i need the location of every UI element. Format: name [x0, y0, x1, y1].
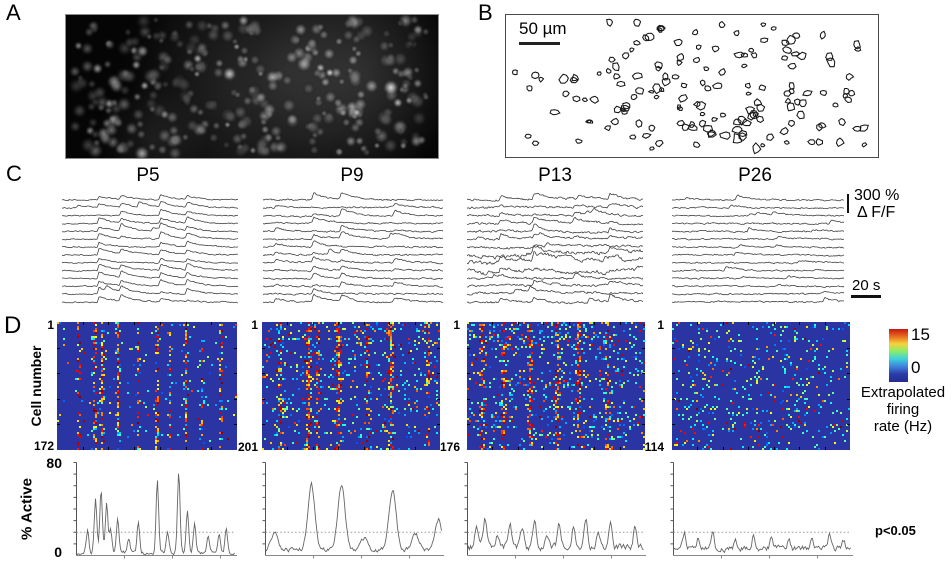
cell-outlines-canvas	[506, 15, 878, 157]
percent-active-max: 80	[46, 455, 62, 471]
calcium-traces-p13	[467, 192, 643, 308]
significance-label: p<0.05	[875, 523, 916, 538]
age-header-p9: P9	[340, 165, 364, 186]
first-cell-p5: 1	[47, 318, 54, 332]
colorbar-title-line2: firing	[886, 401, 920, 418]
first-cell-p26: 1	[657, 318, 664, 332]
panel-d-label: D	[4, 312, 22, 339]
amplitude-scale-value: 300 %	[854, 187, 900, 204]
amplitude-scale-unit: Δ F/F	[857, 204, 896, 221]
percent-active-axis-label: % Active	[18, 478, 36, 540]
cell-outline-map: 50 µm	[505, 14, 879, 158]
percent-active-plot-p9	[259, 458, 445, 560]
fluorescence-image	[65, 14, 439, 159]
panel-c-label: C	[6, 161, 22, 186]
scale-bar-line	[519, 42, 560, 45]
calcium-traces-p26	[672, 192, 844, 308]
age-header-p13: P13	[538, 165, 572, 186]
last-cell-p26: 114	[644, 440, 664, 454]
colorbar-title-line3: rate (Hz)	[873, 418, 933, 435]
firing-raster-p5	[57, 322, 237, 450]
time-scale-label: 20 s	[852, 277, 881, 294]
last-cell-p13: 176	[439, 440, 460, 454]
amplitude-scale-bar	[847, 194, 849, 213]
firing-raster-p13	[467, 322, 645, 450]
calcium-traces-p5	[62, 192, 238, 308]
colorbar-max-label: 15	[911, 325, 930, 344]
panel-a-label: A	[6, 0, 21, 25]
last-cell-p5: 172	[33, 439, 54, 453]
firing-raster-p26	[672, 322, 850, 450]
percent-active-plot-p5	[70, 458, 238, 560]
panel-b-label: B	[478, 0, 493, 25]
scale-bar-label: 50 µm	[519, 19, 567, 38]
firing-raster-p9	[262, 322, 440, 450]
percent-active-plot-p26	[667, 458, 854, 560]
percent-active-plot-p13	[461, 458, 647, 560]
colorbar-title-line1: Extrapolated	[860, 384, 946, 401]
calcium-traces-p9	[263, 192, 443, 308]
time-scale-bar	[851, 295, 881, 298]
last-cell-p9: 201	[237, 440, 258, 454]
colorbar-min-label: 0	[911, 358, 921, 377]
age-header-p26: P26	[738, 165, 772, 186]
colorbar-title: Extrapolated firing rate (Hz)	[849, 384, 951, 435]
first-cell-p9: 1	[251, 318, 258, 332]
cell-number-axis-label: Cell number	[28, 345, 44, 427]
first-cell-p13: 1	[453, 318, 460, 332]
firing-rate-colorbar	[889, 329, 908, 382]
percent-active-min: 0	[54, 544, 62, 560]
age-header-p5: P5	[136, 165, 160, 186]
